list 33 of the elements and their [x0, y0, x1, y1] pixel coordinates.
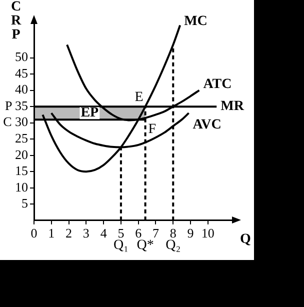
y-tick-label: P 35 [5, 98, 28, 113]
x-tick-label: 4 [100, 226, 108, 241]
series-label: MC [184, 14, 208, 29]
y-tick-label: 10 [15, 179, 28, 194]
x-tick-label: 6 [135, 226, 142, 241]
x-tick-label: 2 [66, 226, 72, 241]
x-tick-label: 5 [118, 226, 124, 241]
y-tick-label: 45 [15, 65, 28, 80]
series-label: ATC [203, 76, 232, 92]
x-tick-label: 9 [187, 226, 194, 241]
x-tick-label: 0 [30, 226, 38, 241]
x-tick-label: 8 [170, 226, 176, 241]
x-tick-label: 7 [152, 226, 160, 241]
y-tick-label: 5 [22, 196, 28, 211]
y-tick-label: 50 [15, 49, 28, 64]
y-tick-label: 25 [15, 130, 28, 146]
x-tick-label: 10 [201, 226, 214, 241]
annotation: F [148, 122, 156, 138]
x-axis-title: Q [240, 232, 251, 248]
text: Q* [136, 238, 154, 254]
series-label: MR [220, 99, 245, 114]
series-label: AVC [192, 118, 222, 133]
text: Q₂ [166, 238, 181, 254]
annotation: E [134, 90, 144, 106]
series-label: EP [80, 106, 100, 121]
text: Q₁ [113, 238, 128, 254]
y-axis-title: CRP [10, 0, 22, 43]
y-tick-label: C 30 [3, 114, 28, 130]
y-tick-label: 15 [15, 163, 28, 178]
y-tick-label: 20 [15, 146, 28, 162]
x-tick-label: 1 [48, 226, 55, 241]
x-tick-label: 3 [82, 226, 90, 241]
y-tick-label: 40 [15, 82, 28, 97]
